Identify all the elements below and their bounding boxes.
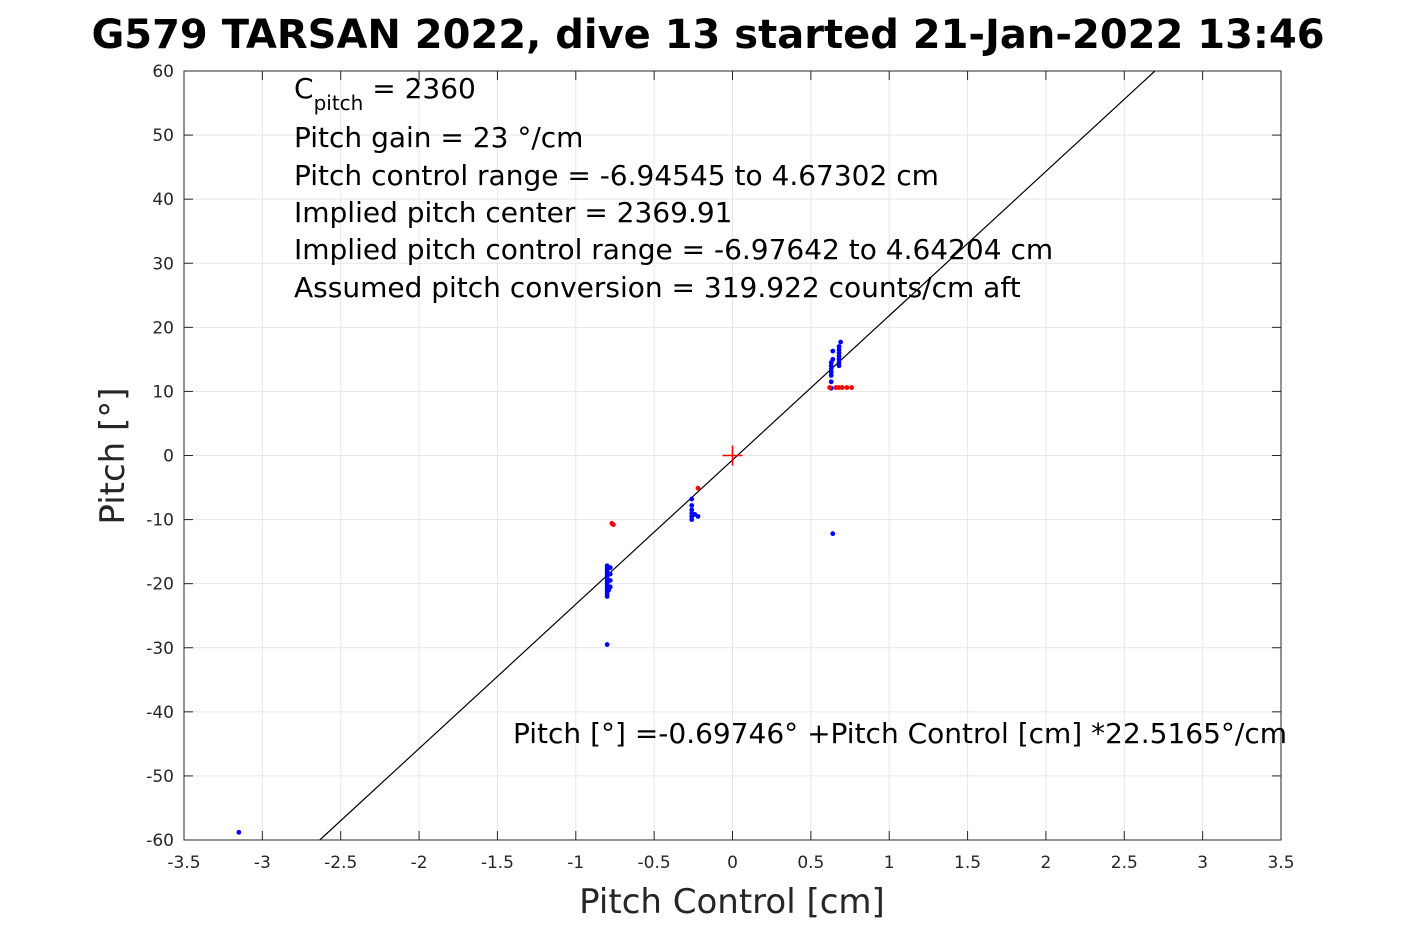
- x-tick-label: -1.5: [481, 853, 514, 873]
- c-pitch-annotation: Cpitch = 2360: [294, 72, 476, 115]
- x-tick-label: 0.5: [797, 853, 824, 873]
- x-tick-label: 2: [1041, 853, 1052, 873]
- x-tick-label: -3: [254, 853, 271, 873]
- x-tick-label: 1.5: [954, 853, 981, 873]
- plot-frame: [183, 70, 1282, 841]
- blue-data-point: [236, 829, 242, 835]
- blue-data-point: [695, 513, 701, 519]
- pitch-gain-annotation: Pitch gain = 23 °/cm: [294, 121, 583, 154]
- blue-data-point: [830, 531, 836, 537]
- c-pitch-letter: C: [294, 72, 314, 105]
- x-tick-label: 3: [1197, 853, 1208, 873]
- blue-data-point: [607, 571, 613, 577]
- blue-data-point: [607, 565, 613, 571]
- y-tick-label: 0: [163, 447, 174, 467]
- blue-data-point: [830, 356, 836, 362]
- red-data-point: [849, 385, 855, 390]
- blue-data-point: [828, 379, 834, 385]
- blue-data-point: [604, 594, 610, 599]
- pitch-control-range-annotation: Pitch control range = -6.94545 to 4.6730…: [294, 159, 939, 192]
- chart-title: G579 TARSAN 2022, dive 13 started 21-Jan…: [91, 12, 1324, 58]
- y-tick-label: -30: [146, 639, 174, 659]
- blue-data-point: [830, 348, 836, 354]
- red-data-point: [839, 385, 845, 390]
- x-tick-label: -1: [567, 853, 584, 873]
- y-tick-label: -20: [146, 575, 174, 595]
- y-tick-label: -50: [146, 767, 174, 787]
- fit-equation-annotation: Pitch [°] =-0.69746° +Pitch Control [cm]…: [513, 717, 1287, 750]
- blue-data-point: [606, 587, 612, 593]
- blue-data-point: [604, 642, 610, 647]
- y-tick-label: 40: [152, 190, 174, 210]
- x-tick-label: 1: [884, 853, 895, 873]
- red-data-point: [844, 385, 850, 390]
- x-tick-label: -3.5: [167, 853, 200, 873]
- y-axis-label: Pitch [°]: [93, 387, 133, 524]
- blue-data-point: [689, 496, 695, 502]
- x-tick-label: 3.5: [1267, 853, 1294, 873]
- blue-data-point: [838, 339, 844, 345]
- red-data-point: [827, 385, 833, 390]
- y-tick-label: 10: [152, 382, 174, 402]
- blue-data-point: [607, 578, 613, 583]
- y-tick-label: -60: [146, 831, 174, 851]
- y-tick-label: -40: [146, 703, 174, 723]
- y-tick-label: 60: [152, 62, 174, 82]
- x-tick-labels: -3.5 -3 -2.5 -2 -1.5 -1 -0.5 0 0.5 1 1.5 2 2.5 3 3.5: [167, 853, 1294, 873]
- x-tick-label: 2.5: [1111, 853, 1138, 873]
- red-data-point: [695, 485, 701, 491]
- blue-data-point: [689, 517, 695, 522]
- y-tick-label: 50: [152, 126, 174, 146]
- c-pitch-value: = 2360: [363, 72, 476, 105]
- y-tick-labels: -60 -50 -40 -30 -20 -10 0 10 20 30 40 50 60: [146, 62, 174, 851]
- y-tick-label: 30: [152, 254, 174, 274]
- implied-center-annotation: Implied pitch center = 2369.91: [294, 196, 732, 229]
- x-tick-label: 0: [727, 853, 738, 873]
- c-pitch-subscript: pitch: [314, 91, 364, 115]
- assumed-conversion-annotation: Assumed pitch conversion = 319.922 count…: [294, 271, 1021, 304]
- y-tick-label: 20: [152, 318, 174, 338]
- x-tick-label: -0.5: [638, 853, 671, 873]
- red-data-point: [610, 522, 616, 528]
- implied-range-annotation: Implied pitch control range = -6.97642 t…: [294, 233, 1053, 266]
- blue-data-point: [836, 344, 842, 349]
- blue-data-point: [689, 503, 695, 508]
- x-tick-label: -2.5: [324, 853, 357, 873]
- center-marker-layer: [722, 445, 743, 466]
- x-axis-label: Pitch Control [cm]: [579, 882, 885, 922]
- y-tick-label: -10: [146, 511, 174, 531]
- data-points: [236, 339, 855, 835]
- x-tick-label: -2: [411, 853, 428, 873]
